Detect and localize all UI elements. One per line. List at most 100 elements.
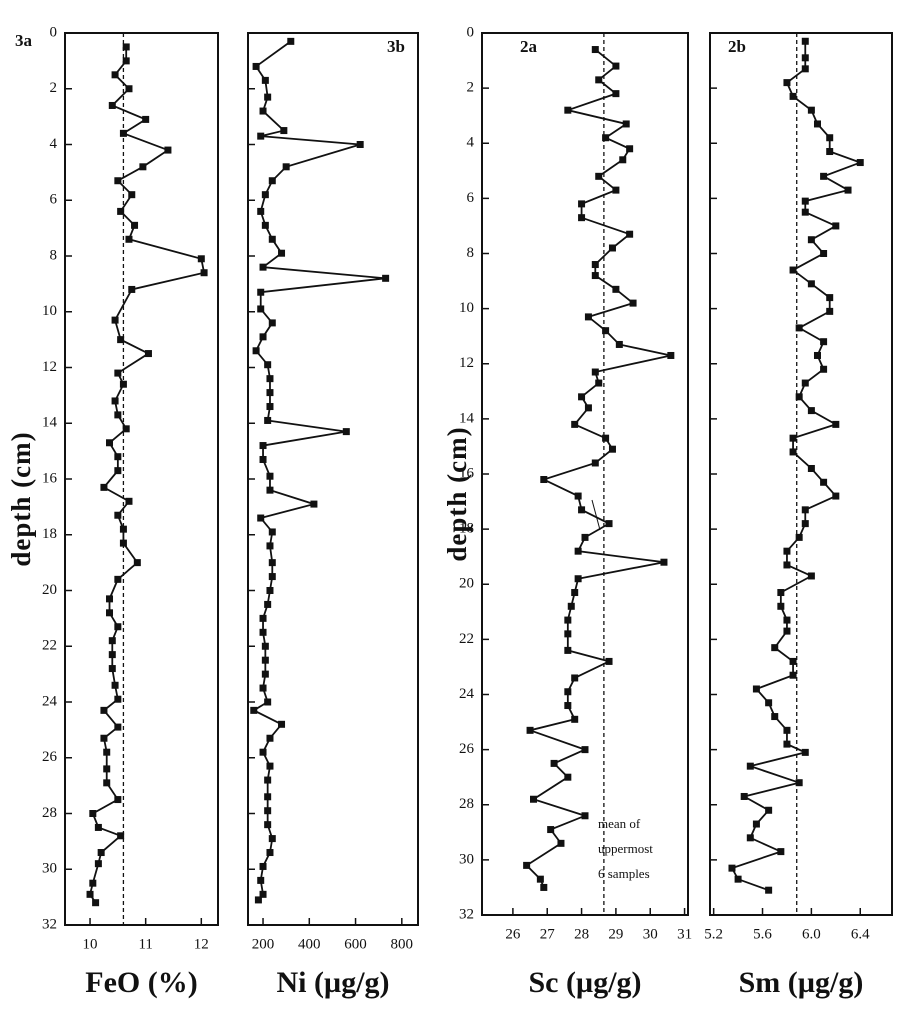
sample-marker: [789, 434, 797, 442]
sample-marker: [264, 361, 272, 369]
sample-marker: [564, 773, 572, 781]
y-axis-label: depth (cm): [6, 431, 36, 566]
sample-marker: [752, 685, 760, 693]
sample-marker: [540, 883, 548, 891]
sample-marker: [259, 455, 267, 463]
sample-marker: [826, 148, 834, 156]
annotation: mean of: [598, 816, 641, 831]
x-tick-label: 800: [391, 936, 414, 952]
x-tick-label: 30: [643, 926, 658, 942]
sample-marker: [771, 644, 779, 652]
y-axis-label: depth (cm): [442, 426, 472, 561]
sample-marker: [268, 319, 276, 327]
sample-marker: [605, 520, 613, 528]
sample-marker: [254, 896, 262, 904]
sample-marker: [571, 589, 579, 597]
sample-marker: [584, 404, 592, 412]
sample-marker: [595, 76, 603, 84]
sample-marker: [128, 191, 136, 199]
x-tick-label: 28: [574, 926, 589, 942]
sample-marker: [125, 235, 133, 243]
sample-marker: [257, 288, 265, 296]
sample-marker: [268, 573, 276, 581]
sample-marker: [547, 826, 555, 834]
sample-marker: [813, 120, 821, 128]
sample-marker: [801, 748, 809, 756]
sample-marker: [783, 547, 791, 555]
sample-marker: [114, 796, 122, 804]
sample-marker: [268, 235, 276, 243]
sample-marker: [660, 558, 668, 566]
y-tick-label: 16: [459, 465, 475, 481]
sample-marker: [820, 365, 828, 373]
sample-marker: [574, 547, 582, 555]
x-tick-label: 5.6: [753, 926, 772, 942]
sample-marker: [280, 127, 288, 135]
profile-line: [89, 46, 206, 904]
sample-marker: [268, 177, 276, 185]
sample-marker: [264, 93, 272, 101]
sample-marker: [557, 839, 565, 847]
sample-marker: [114, 467, 122, 475]
sample-marker: [261, 76, 269, 84]
sample-marker: [795, 779, 803, 787]
sample-marker: [261, 642, 269, 650]
sample-marker: [257, 876, 265, 884]
y-tick-label: 30: [42, 861, 57, 877]
sample-marker: [356, 141, 364, 148]
sample-marker: [122, 43, 130, 51]
sample-marker: [261, 656, 269, 664]
sample-marker: [746, 762, 754, 770]
y-tick-label: 18: [459, 521, 474, 537]
sample-marker: [765, 886, 773, 894]
sample-marker: [591, 459, 599, 467]
sample-marker: [844, 186, 852, 194]
sample-marker: [114, 453, 122, 461]
sample-marker: [807, 280, 815, 288]
sample-marker: [97, 849, 105, 857]
sample-marker: [574, 575, 582, 583]
sample-marker: [801, 520, 809, 528]
y-tick-label: 0: [467, 24, 475, 40]
sample-marker: [540, 476, 548, 484]
panel-label: 2a: [520, 37, 538, 56]
sample-marker: [103, 779, 111, 787]
sample-marker: [820, 172, 828, 180]
sample-marker: [111, 71, 119, 79]
sample-marker: [602, 434, 610, 442]
sample-marker: [114, 575, 122, 583]
sample-marker: [746, 834, 754, 842]
sample-marker: [571, 420, 579, 428]
sample-marker: [114, 511, 122, 519]
sample-marker: [264, 416, 272, 424]
sample-marker: [795, 533, 803, 541]
y-tick-label: 32: [459, 906, 474, 922]
annotation: 6 samples: [598, 866, 650, 881]
panel-label: 3a: [15, 31, 33, 50]
y-tick-label: 32: [42, 916, 57, 932]
sample-marker: [728, 864, 736, 872]
y-tick-label: 22: [459, 631, 474, 647]
sample-marker: [264, 821, 272, 829]
sample-marker: [801, 65, 809, 73]
sample-marker: [106, 595, 114, 603]
sample-marker: [564, 616, 572, 624]
sample-marker: [128, 285, 136, 293]
sample-marker: [783, 627, 791, 635]
y-tick-label: 22: [42, 638, 57, 654]
sample-marker: [578, 214, 586, 222]
sample-marker: [114, 411, 122, 419]
sample-marker: [801, 506, 809, 514]
sample-marker: [266, 389, 274, 397]
annotation: uppermost: [598, 841, 653, 856]
y-tick-label: 30: [459, 851, 474, 867]
sample-marker: [197, 255, 205, 263]
sample-marker: [103, 748, 111, 756]
sample-marker: [266, 403, 274, 411]
y-tick-label: 2: [50, 80, 58, 96]
sample-marker: [783, 79, 791, 87]
sample-marker: [144, 350, 152, 358]
plot-frame: [247, 32, 419, 926]
sample-marker: [114, 723, 122, 731]
